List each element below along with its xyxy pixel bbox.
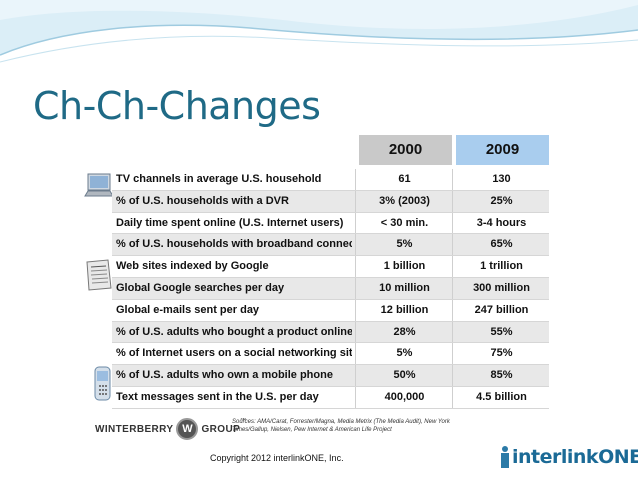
- column-header-2000: 2000: [359, 135, 452, 165]
- value-2000: 28%: [355, 321, 453, 344]
- slide-title: Ch-Ch-Changes: [33, 84, 321, 128]
- value-2009: 300 million: [452, 277, 550, 300]
- table-row: % of U.S. adults who bought a product on…: [112, 321, 550, 344]
- table-row: % of U.S. households with broadband conn…: [112, 234, 550, 257]
- value-2009: 55%: [452, 321, 550, 344]
- table-row: Text messages sent in the U.S. per day 40…: [112, 386, 550, 409]
- sources-line-2: Times/Gallup, Nielsen, Pew Internet & Am…: [232, 427, 392, 433]
- winterberry-tm: ™: [240, 418, 247, 424]
- row-label: % of U.S. adults who own a mobile phone: [116, 369, 333, 382]
- value-2000: 12 billion: [355, 299, 453, 322]
- winterberry-group-logo: WINTERBERRY W GROUP ™: [95, 418, 246, 440]
- copyright-text: Copyright 2012 interlinkONE, Inc.: [210, 453, 344, 463]
- value-2000: 50%: [355, 365, 453, 387]
- value-2009: 75%: [452, 343, 550, 366]
- table-row: Daily time spent online (U.S. Internet u…: [112, 212, 550, 235]
- table-row: Web sites indexed by Google 1 billion 1 tr…: [112, 256, 549, 278]
- value-2009: 1 trillion: [452, 256, 550, 278]
- value-2000: 61: [355, 169, 453, 191]
- sources-line-1: Sources: AMA/Carat, Forrester/Magna, Med…: [232, 419, 450, 425]
- interlinkone-logo: interlinkONE TM: [500, 446, 638, 468]
- value-2000: 5%: [355, 343, 453, 366]
- table-row: % of Internet users on a social networki…: [112, 343, 550, 366]
- sources-note: Sources: AMA/Carat, Forrester/Magna, Med…: [232, 418, 492, 434]
- table-row: % of U.S. households with a DVR 3% (2003)…: [112, 190, 550, 213]
- table-row: TV channels in average U.S. household 61 1…: [112, 169, 549, 191]
- row-label: Web sites indexed by Google: [116, 260, 269, 273]
- row-label: Daily time spent online (U.S. Internet u…: [116, 216, 344, 229]
- value-2009: 3-4 hours: [452, 212, 550, 235]
- row-label: TV channels in average U.S. household: [116, 173, 322, 185]
- value-2000: < 30 min.: [355, 212, 453, 235]
- interlink-mark-icon: [501, 446, 509, 468]
- mobile-phone-icon: [94, 366, 111, 401]
- value-2000: 3% (2003): [355, 190, 453, 213]
- winterberry-group-text: GROUP: [201, 423, 241, 435]
- row-label: % of Internet users on a social networki…: [116, 347, 352, 360]
- value-2009: 130: [452, 169, 550, 191]
- value-2009: 4.5 billion: [452, 386, 550, 409]
- row-label: % of U.S. adults who bought a product on…: [116, 325, 352, 338]
- value-2000: 400,000: [355, 386, 453, 409]
- table-row: Global Google searches per day 10 million…: [112, 277, 550, 300]
- header-swoosh: [0, 0, 638, 63]
- row-label: % of U.S. households with broadband conn…: [116, 238, 352, 251]
- value-2000: 5%: [355, 234, 453, 257]
- row-label: Global e-mails sent per day: [116, 303, 260, 316]
- row-label: % of U.S. households with a DVR: [116, 194, 289, 207]
- column-header-2009: 2009: [456, 135, 549, 165]
- winterberry-logo-text: WINTERBERRY: [95, 423, 174, 435]
- newspaper-icon: [86, 259, 112, 291]
- value-2009: 85%: [452, 365, 550, 387]
- laptop-icon: [84, 173, 114, 197]
- table-row: % of U.S. adults who own a mobile phone 5…: [112, 365, 549, 387]
- value-2009: 65%: [452, 234, 550, 257]
- winterberry-w-icon: W: [176, 418, 199, 440]
- table-body: TV channels in average U.S. household 61 1…: [112, 169, 549, 409]
- value-2009: 25%: [452, 190, 550, 213]
- value-2000: 1 billion: [355, 256, 453, 278]
- value-2009: 247 billion: [452, 299, 550, 322]
- row-label: Global Google searches per day: [116, 281, 285, 294]
- interlinkone-logo-text: interlinkONE: [512, 446, 638, 468]
- row-label: Text messages sent in the U.S. per day: [116, 390, 319, 403]
- table-row: Global e-mails sent per day 12 billion 247…: [112, 299, 550, 322]
- value-2000: 10 million: [355, 277, 453, 300]
